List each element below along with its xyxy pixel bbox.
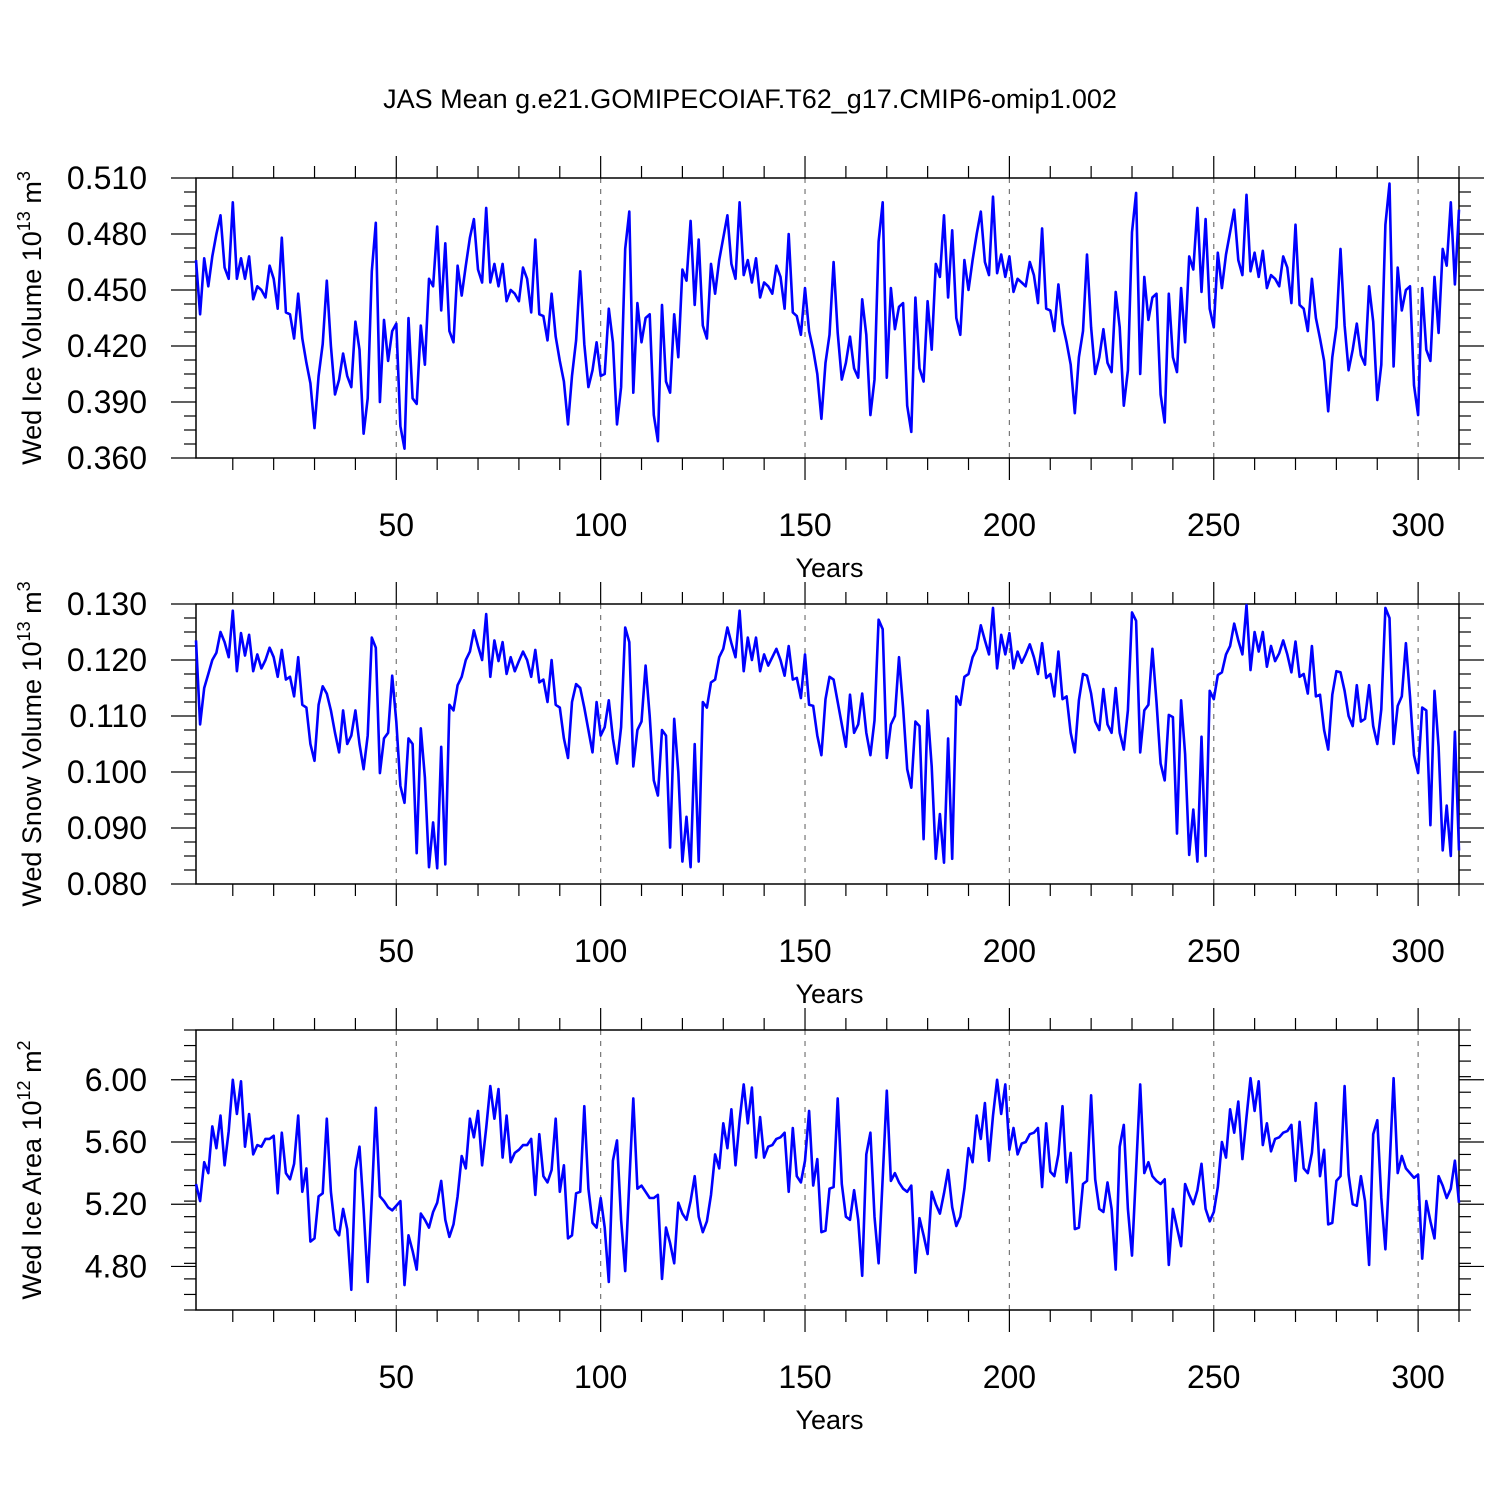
- x-tick-label: 50: [378, 1359, 414, 1395]
- x-tick-label: 200: [983, 933, 1036, 969]
- x-tick-label: 100: [574, 933, 627, 969]
- series-line: [194, 182, 1461, 451]
- y-tick-label: 4.80: [85, 1248, 147, 1284]
- y-tick-label: 0.120: [67, 642, 147, 678]
- y-axis-label: Wed Ice Area 1012 m2: [14, 1040, 47, 1299]
- x-tick-label: 250: [1187, 507, 1240, 543]
- x-tick-label: 300: [1391, 933, 1444, 969]
- y-tick-label: 0.450: [67, 272, 147, 308]
- x-tick-label: 300: [1391, 507, 1444, 543]
- y-tick-label: 5.60: [85, 1124, 147, 1160]
- x-axis-label: Years: [795, 1405, 863, 1435]
- x-axis-label: Years: [795, 979, 863, 1009]
- x-tick-label: 50: [378, 933, 414, 969]
- y-tick-label: 0.080: [67, 866, 147, 902]
- x-tick-label: 300: [1391, 1359, 1444, 1395]
- plot-frame: [195, 1029, 1460, 1311]
- y-tick-label: 0.420: [67, 328, 147, 364]
- series-line: [194, 1076, 1461, 1292]
- y-tick-label: 0.130: [67, 586, 147, 622]
- y-tick-label: 0.090: [67, 810, 147, 846]
- x-tick-label: 200: [983, 507, 1036, 543]
- x-tick-label: 150: [778, 933, 831, 969]
- x-tick-label: 250: [1187, 933, 1240, 969]
- y-axis-label: Wed Ice Volume 1013 m3: [14, 171, 47, 465]
- page-title: JAS Mean g.e21.GOMIPECOIAF.T62_g17.CMIP6…: [383, 84, 1117, 114]
- y-tick-label: 0.100: [67, 754, 147, 790]
- panel-1: 50 100 150 200 250 300 0.360 0.390 0.420 0.450 0.4…: [14, 156, 1484, 583]
- x-tick-label: 100: [574, 1359, 627, 1395]
- x-tick-label: 50: [378, 507, 414, 543]
- panel-2: 50 100 150 200 250 300 0.080 0.090 0.100 0.110 0.1…: [14, 581, 1484, 1009]
- y-axis-label: Wed Snow Volume 1013 m3: [14, 581, 47, 906]
- x-tick-label: 200: [983, 1359, 1036, 1395]
- y-tick-label: 0.390: [67, 384, 147, 420]
- y-tick-label: 0.360: [67, 440, 147, 476]
- y-tick-label: 0.110: [69, 698, 147, 734]
- y-tick-label: 5.20: [85, 1186, 147, 1222]
- plot-frame: [195, 603, 1460, 885]
- x-tick-label: 100: [574, 507, 627, 543]
- x-axis-label: Years: [795, 553, 863, 583]
- x-tick-label: 150: [778, 1359, 831, 1395]
- y-tick-label: 0.510: [67, 160, 147, 196]
- series-line: [194, 603, 1461, 870]
- x-tick-label: 150: [778, 507, 831, 543]
- y-tick-label: 6.00: [85, 1062, 147, 1098]
- plot-frame: [195, 177, 1460, 459]
- x-tick-label: 250: [1187, 1359, 1240, 1395]
- panel-3: 50 100 150 200 250 300 4.80 5.20 5.60 6.00 Years We…: [14, 1008, 1484, 1435]
- y-tick-label: 0.480: [67, 216, 147, 252]
